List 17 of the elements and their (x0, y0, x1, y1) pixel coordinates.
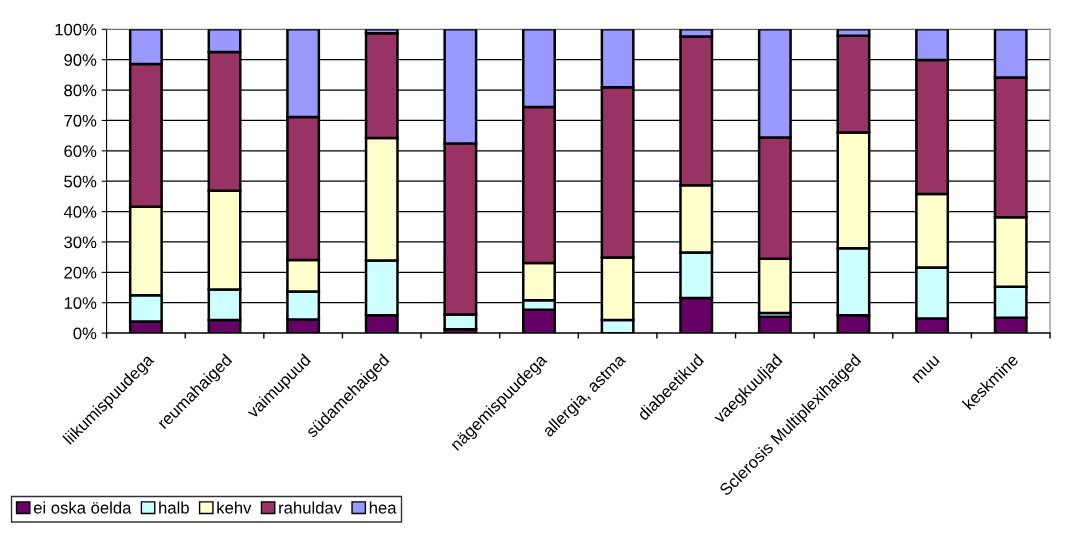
legend-label: halb (159, 501, 189, 514)
y-tick-label: 20% (64, 266, 97, 279)
y-tick-label: 60% (64, 145, 97, 158)
y-tick-label: 90% (64, 54, 97, 66)
y-tick-label: 100% (55, 23, 97, 36)
y-tick-label: 70% (64, 114, 97, 127)
y-tick-label: 40% (63, 206, 97, 218)
x-tick-label: muu (912, 355, 940, 384)
y-tick-label: 30% (64, 236, 97, 249)
legend-label: kehv (217, 501, 252, 514)
y-tick-label: 0% (73, 327, 97, 340)
legend-label: ei oska öelda (33, 501, 132, 514)
y-tick-label: 50% (64, 175, 97, 188)
legend-label: rahuldav (279, 501, 342, 514)
y-tick-label: 80% (64, 84, 97, 97)
legend-label: hea (369, 501, 397, 514)
y-tick-label: 10% (64, 297, 97, 309)
